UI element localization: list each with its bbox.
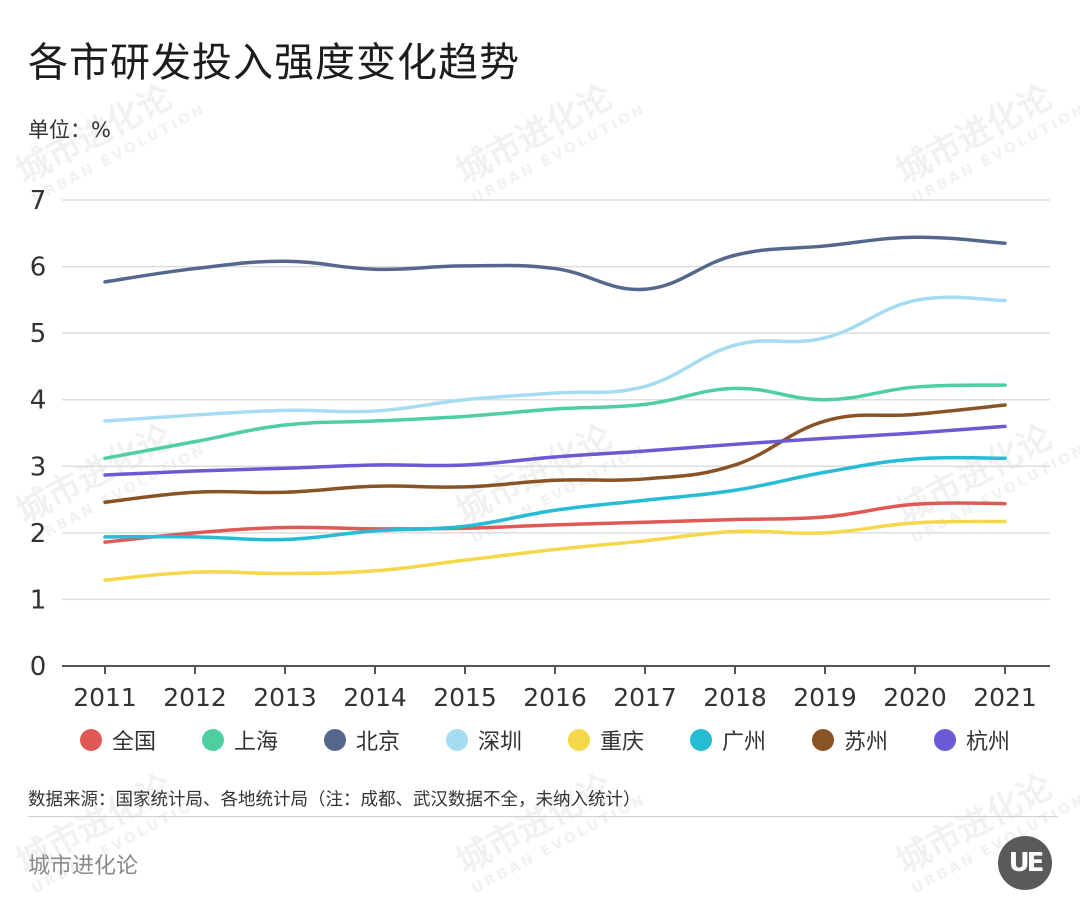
series-line xyxy=(103,403,1007,504)
series-3 xyxy=(103,295,1007,423)
series-line xyxy=(103,295,1007,423)
series-6 xyxy=(103,403,1007,504)
series-0 xyxy=(103,501,1007,544)
watermark: 城市进化论 URBAN EVOLUTION xyxy=(889,766,1080,898)
legend-item[interactable]: 杭州 xyxy=(934,724,1056,756)
series-4 xyxy=(103,519,1007,582)
series-2 xyxy=(103,235,1007,292)
x-tick-label: 2021 xyxy=(973,683,1037,712)
legend-label: 全国 xyxy=(112,730,157,755)
x-tick-label: 2013 xyxy=(253,683,317,712)
divider xyxy=(28,816,1058,817)
y-tick-label: 2 xyxy=(30,519,47,549)
y-tick-label: 7 xyxy=(30,186,47,216)
watermark: 城市进化论 URBAN EVOLUTION xyxy=(449,766,650,898)
y-tick-label: 1 xyxy=(30,585,47,615)
grid xyxy=(62,199,1050,601)
x-tick-label: 2012 xyxy=(163,683,227,712)
legend-marker-icon xyxy=(202,729,224,751)
x-tick-label: 2011 xyxy=(73,683,137,712)
legend-label: 上海 xyxy=(234,730,279,755)
y-tick-label: 3 xyxy=(30,452,47,482)
series-5 xyxy=(103,455,1007,542)
x-tick-label: 2017 xyxy=(613,683,677,712)
chart-title: 各市研发投入强度变化趋势 xyxy=(28,40,520,86)
legend-label: 杭州 xyxy=(966,730,1011,755)
x-tick-label: 2020 xyxy=(883,683,947,712)
legend-marker-icon xyxy=(934,729,956,751)
unit-label: 单位：% xyxy=(28,118,111,142)
legend-label: 苏州 xyxy=(844,730,889,755)
y-tick-label: 4 xyxy=(30,386,47,416)
series-line xyxy=(103,383,1007,461)
legend-label: 重庆 xyxy=(600,730,645,755)
x-tick-label: 2016 xyxy=(523,683,587,712)
legend-item[interactable]: 上海 xyxy=(202,724,324,756)
legend-item[interactable]: 重庆 xyxy=(568,724,690,756)
series-7 xyxy=(103,424,1007,477)
y-tick-label: 6 xyxy=(30,253,47,283)
legend-marker-icon xyxy=(80,729,102,751)
y-tick-label: 5 xyxy=(30,319,47,349)
legend-item[interactable]: 全国 xyxy=(80,724,202,756)
legend: 全国 上海 北京 深圳 重庆 广州 苏州 杭州 xyxy=(80,724,1056,756)
series-line xyxy=(103,235,1007,292)
x-tick-label: 2014 xyxy=(343,683,407,712)
legend-item[interactable]: 北京 xyxy=(324,724,446,756)
brand-name: 城市进化论 xyxy=(28,854,139,879)
legend-label: 深圳 xyxy=(478,730,523,755)
legend-marker-icon xyxy=(812,729,834,751)
x-tick-label: 2015 xyxy=(433,683,497,712)
brand-logo: UE xyxy=(998,836,1052,890)
legend-item[interactable]: 广州 xyxy=(690,724,812,756)
data-source: 数据来源：国家统计局、各地统计局（注：成都、武汉数据不全，未纳入统计） xyxy=(28,790,641,810)
line-chart: 0 1 2 3 4 5 6 7 2011 2012 2013 2014 2015 2016 2017 2018… xyxy=(30,186,1050,712)
legend-marker-icon xyxy=(446,729,468,751)
x-tick-label: 2019 xyxy=(793,683,857,712)
legend-marker-icon xyxy=(568,729,590,751)
x-tick-label: 2018 xyxy=(703,683,767,712)
legend-marker-icon xyxy=(690,729,712,751)
legend-label: 北京 xyxy=(356,730,401,755)
series-1 xyxy=(103,383,1007,461)
y-tick-label: 0 xyxy=(30,652,47,682)
axes: 0 1 2 3 4 5 6 7 2011 2012 2013 2014 2015 2016 2017 2018… xyxy=(30,186,1050,712)
legend-marker-icon xyxy=(324,729,346,751)
series xyxy=(103,235,1007,582)
legend-item[interactable]: 苏州 xyxy=(812,724,934,756)
legend-item[interactable]: 深圳 xyxy=(446,724,568,756)
legend-label: 广州 xyxy=(722,730,767,755)
